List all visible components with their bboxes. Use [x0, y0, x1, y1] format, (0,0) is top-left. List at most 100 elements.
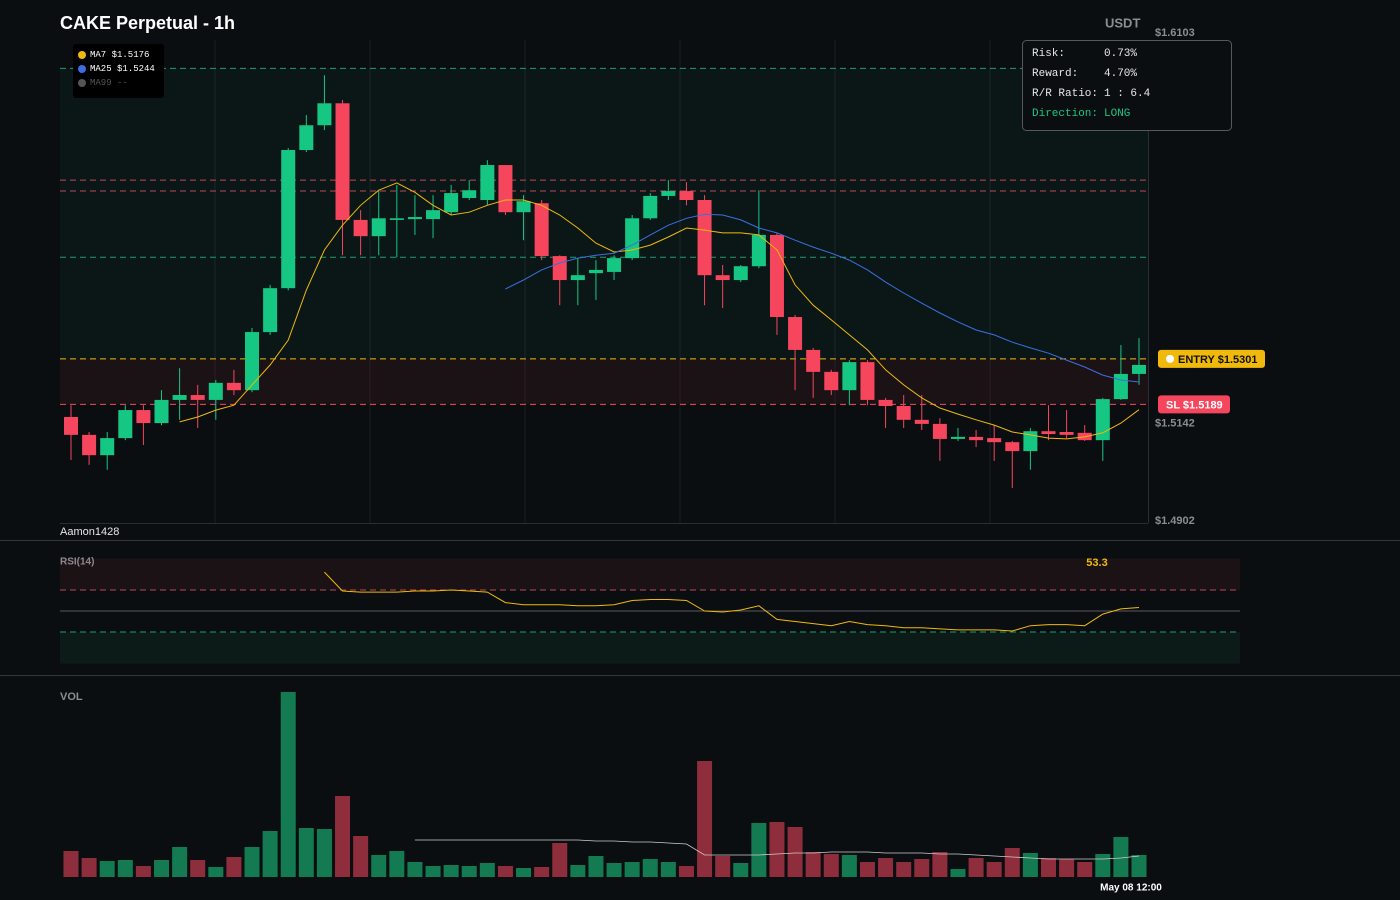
volume-bar [244, 847, 260, 877]
volume-bar [841, 855, 857, 877]
legend-name: MA99 [90, 78, 112, 88]
entry-icon [1166, 354, 1174, 363]
currency: USDT [1105, 15, 1140, 30]
legend-entry: MA25 $1.5244 [90, 64, 155, 74]
y-tick-label: $1.4902 [1155, 515, 1195, 527]
legend-box [73, 44, 164, 98]
ma-line [505, 213, 1140, 383]
zone [60, 358, 1148, 405]
volume-bar [316, 829, 332, 877]
overbought-zone [60, 558, 1240, 590]
y-tick-label: $1.5142 [1155, 417, 1195, 429]
volume-bar [1095, 854, 1111, 877]
volume-bar [353, 836, 369, 877]
candle-body [625, 218, 640, 259]
volume-bar [190, 860, 206, 877]
stop_loss-label: SL $1.5189 [1166, 399, 1223, 411]
candle-body [914, 419, 929, 424]
candle-body [281, 150, 296, 289]
candle-body [842, 362, 857, 391]
rsi-label: RSI(14) [60, 557, 94, 568]
candle-body [697, 200, 712, 276]
candle-body [950, 436, 965, 439]
volume-bar [823, 854, 839, 877]
candle-body [1132, 364, 1146, 374]
candle-body [751, 234, 766, 267]
legend-value: -- [117, 78, 128, 88]
candle-body [534, 203, 549, 257]
volume-bar [99, 861, 115, 877]
candle-body [245, 332, 260, 391]
volume-bar [280, 692, 296, 877]
volume-bar [516, 868, 532, 877]
volume-bar [1022, 853, 1038, 877]
entry-badge [1158, 349, 1265, 368]
volume-bar [570, 865, 586, 877]
candle-body [100, 438, 115, 456]
legend-value: $1.5244 [117, 64, 155, 74]
volume-bar [1113, 837, 1129, 877]
info-box: Risk: 0.73% Reward: 4.70% R/R Ratio: 1 : 6.4 D… [1022, 40, 1232, 131]
candle-body [661, 191, 676, 196]
volume-bar [769, 822, 785, 877]
candle-body [715, 275, 730, 281]
volume-bar [950, 869, 966, 877]
candle-body [371, 218, 386, 237]
volume-bar [371, 855, 387, 877]
vol-label: VOL [60, 691, 83, 703]
volume-bar [733, 863, 749, 877]
candle-body [969, 436, 984, 441]
volume-bar [660, 862, 676, 877]
candle-body [299, 125, 314, 151]
candle-body [426, 210, 441, 220]
entry-label: ENTRY $1.5301 [1178, 354, 1258, 366]
rsi-value: 53.3 [1086, 557, 1107, 569]
stop_loss-badge [1158, 395, 1230, 414]
volume-bar [407, 862, 423, 877]
volume-bar [1131, 855, 1147, 877]
volume-bar [1004, 848, 1020, 877]
candle-body [444, 193, 459, 213]
candle-body [1041, 431, 1056, 435]
volume-bar [986, 862, 1002, 877]
candle-body [208, 382, 223, 400]
volume-bar [63, 851, 79, 877]
candle-body [1095, 399, 1110, 441]
candle-body [769, 234, 784, 318]
info-label: Reward: [1032, 68, 1078, 80]
info-value: 1 : 6.4 [1104, 88, 1151, 100]
volume-bar [552, 843, 568, 877]
volume-bar [588, 856, 604, 877]
candle-body [552, 256, 567, 281]
legend-swatch [78, 79, 86, 87]
legend-swatch [78, 65, 86, 73]
candle-body [932, 423, 947, 439]
volume-bar [443, 865, 459, 877]
candle-body [1023, 431, 1038, 452]
candle-body [1005, 442, 1020, 452]
candle-body [407, 217, 422, 220]
volume-bar [1077, 862, 1093, 877]
candle-body [498, 165, 513, 213]
candle-body [263, 288, 278, 333]
oversold-zone [60, 632, 1240, 664]
volume-bar [787, 827, 803, 877]
volume-bar [135, 866, 151, 877]
volume-bar [606, 863, 622, 877]
info-value: 0.73% [1104, 48, 1137, 60]
volume-bar [154, 860, 170, 877]
candle-body [607, 258, 622, 272]
volume-bar [172, 847, 188, 877]
legend-name: MA7 [90, 50, 106, 60]
volume-bar [117, 860, 133, 877]
info-value: 4.70% [1104, 68, 1137, 80]
volume-bar [262, 831, 278, 877]
candle-body [389, 218, 404, 220]
volume-bar [859, 862, 875, 877]
candle-body [335, 103, 350, 220]
candle-body [788, 317, 803, 350]
candle-body [860, 362, 875, 400]
candle-body [136, 410, 151, 424]
volume-bar [389, 851, 405, 877]
